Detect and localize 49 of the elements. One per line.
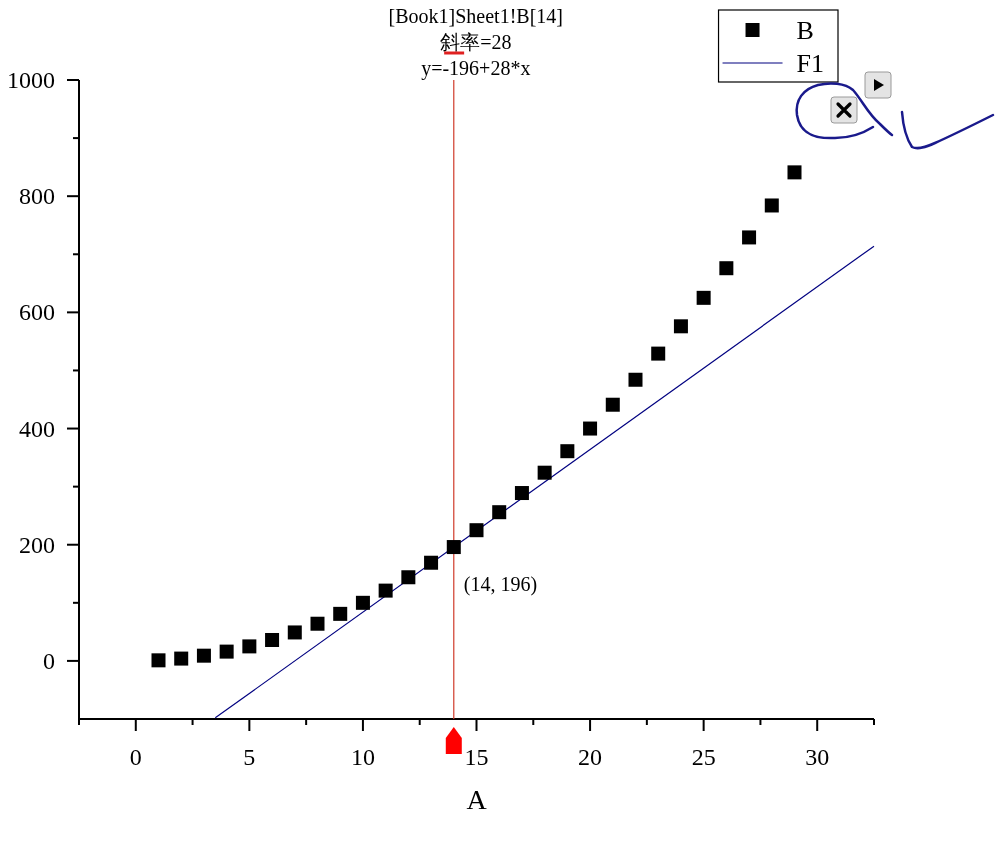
point	[696, 290, 711, 305]
point	[355, 595, 370, 610]
point	[492, 505, 507, 520]
point	[514, 486, 529, 501]
point	[287, 625, 302, 640]
x-tick-label: 5	[243, 744, 256, 770]
x-tick-label: 0	[129, 744, 142, 770]
point	[333, 606, 348, 621]
point	[673, 319, 688, 334]
point	[174, 651, 189, 666]
point	[742, 230, 757, 245]
y-tick-label: 1000	[7, 67, 55, 93]
point	[469, 523, 484, 538]
point	[651, 346, 666, 361]
point	[764, 198, 779, 213]
point	[560, 444, 575, 459]
point	[446, 540, 461, 555]
text: [Book1]Sheet1!B[14]	[388, 5, 563, 27]
point	[219, 644, 234, 659]
x-tick-label: 10	[350, 744, 375, 770]
point	[265, 633, 280, 647]
legend-label: B	[796, 16, 814, 45]
x-tick-label: 20	[578, 744, 603, 770]
y-tick-label: 600	[19, 299, 55, 326]
annotation: (14, 196)	[463, 573, 538, 597]
x-tick-label: 15	[464, 744, 489, 770]
point	[787, 165, 802, 180]
point	[583, 421, 598, 436]
y-tick-label: 200	[19, 531, 55, 558]
legend-label: F1	[796, 49, 824, 78]
point	[605, 397, 620, 412]
point	[196, 648, 211, 663]
point	[242, 639, 257, 654]
x-tick-label: 30	[805, 744, 830, 770]
point	[378, 583, 393, 598]
text: 斜率=28	[440, 31, 512, 53]
point	[424, 555, 439, 570]
point	[310, 616, 325, 631]
point	[401, 570, 416, 585]
y-tick-label: 0	[43, 647, 55, 674]
y-tick-label: 800	[19, 183, 55, 210]
x-tick-label: 25	[691, 744, 716, 770]
point	[151, 653, 166, 668]
x-axis-title: A	[466, 784, 488, 815]
y-tick-label: 400	[19, 415, 55, 442]
point	[628, 372, 643, 387]
point	[537, 465, 552, 480]
point	[719, 261, 734, 276]
text: y=-196+28*x	[421, 57, 531, 80]
